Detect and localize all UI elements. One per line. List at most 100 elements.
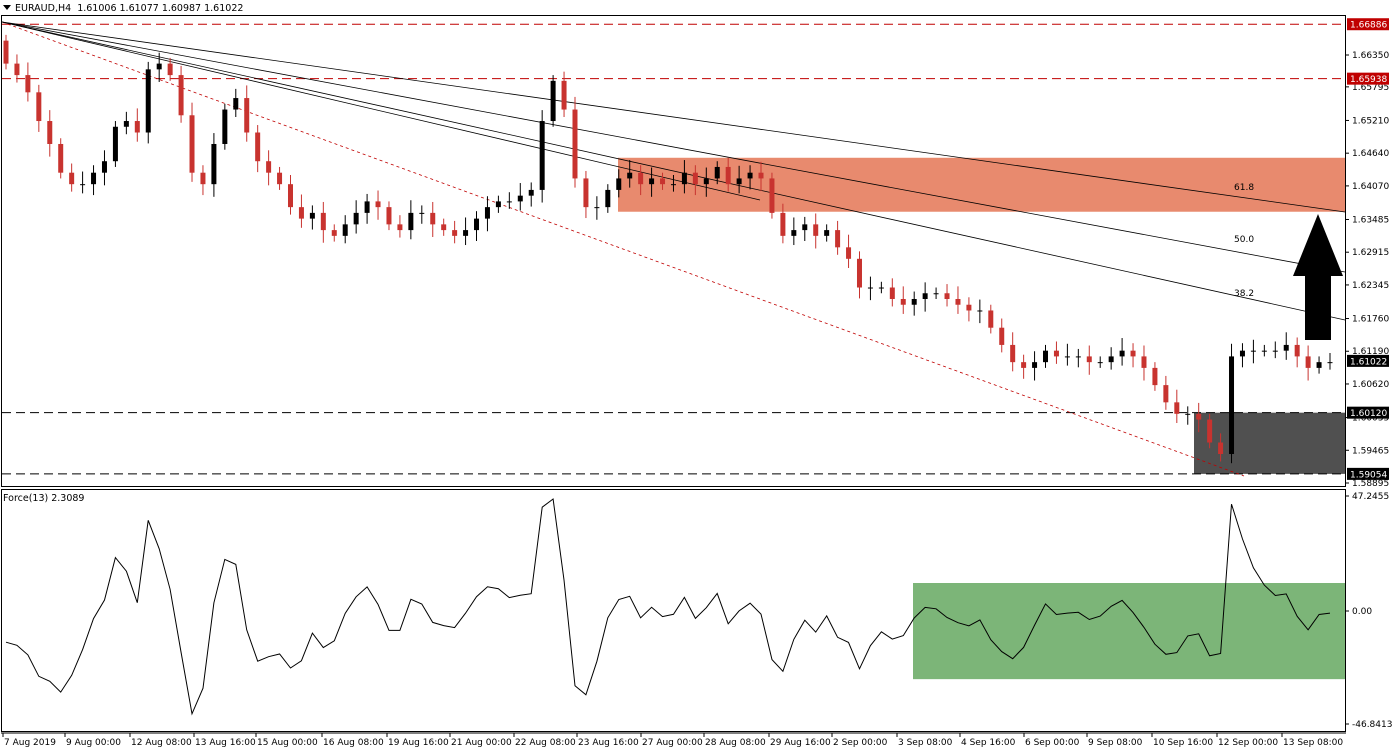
candle-body: [375, 201, 381, 208]
candle-body: [134, 121, 140, 133]
up-arrow-icon: [1293, 214, 1343, 340]
price-label-support-top: 1.60120: [1350, 409, 1387, 419]
candle-body: [791, 230, 797, 236]
candle-body: [298, 207, 304, 219]
candle-body: [397, 224, 403, 231]
candle-body: [14, 63, 20, 76]
price-tick-label: 1.59465: [1352, 446, 1389, 456]
candle-body: [506, 201, 512, 203]
candle-body: [211, 143, 217, 185]
candle-body: [189, 115, 195, 173]
price-tick-label: 1.58895: [1352, 479, 1389, 489]
candle-body: [58, 143, 64, 173]
candle-body: [178, 75, 184, 116]
candle-body: [889, 287, 895, 299]
time-tick-label: 22 Aug 08:00: [515, 738, 576, 748]
symbol-label: EURAUD,H4: [15, 3, 72, 14]
candle-body: [1283, 344, 1289, 351]
candle-body: [638, 172, 644, 185]
candle-body: [200, 172, 206, 185]
time-tick-label: 15 Aug 00:00: [257, 738, 318, 748]
candle-body: [999, 327, 1005, 345]
candle-body: [1207, 419, 1213, 443]
candle-body: [1239, 350, 1245, 357]
price-label-top-level: 1.66886: [1350, 21, 1387, 31]
candle-body: [714, 166, 720, 179]
candle-body: [572, 109, 578, 179]
force-scale-label: 0.00: [1352, 607, 1372, 617]
candle-body: [233, 98, 239, 110]
candle-body: [1196, 413, 1202, 420]
candle-body: [911, 298, 917, 305]
time-tick-label: 16 Aug 08:00: [323, 738, 384, 748]
candle-body: [255, 132, 261, 162]
candle-body: [430, 212, 436, 225]
candle-body: [474, 218, 480, 231]
main-chart-frame: [1, 15, 1346, 487]
candle-body: [1229, 356, 1235, 455]
fan-line-upper: [1, 21, 761, 201]
candle-body: [944, 293, 950, 299]
candle-body: [112, 126, 118, 162]
time-tick-label: 21 Aug 00:00: [451, 738, 512, 748]
candle-body: [1152, 367, 1158, 386]
candle-body: [846, 247, 852, 259]
candle-body: [813, 224, 819, 236]
candle-body: [539, 121, 545, 190]
chart-header: EURAUD,H4 1.61006 1.61077 1.60987 1.6102…: [3, 3, 243, 14]
candle-body: [101, 161, 107, 173]
candle-body: [408, 212, 414, 231]
candle-body: [736, 178, 742, 185]
time-tick-label: 9 Sep 08:00: [1088, 738, 1143, 748]
candle-body: [1075, 356, 1081, 358]
time-tick-label: 23 Aug 16:00: [578, 738, 639, 748]
candle-body: [528, 189, 534, 196]
candle-body: [1032, 362, 1038, 368]
candle-body: [780, 212, 786, 236]
time-tick-label: 19 Aug 16:00: [388, 738, 449, 748]
candle-body: [331, 230, 337, 236]
candle-body: [1097, 362, 1103, 364]
candle-body: [495, 201, 501, 208]
time-tick-label: 4 Sep 16:00: [961, 738, 1016, 748]
candle-body: [1119, 350, 1125, 357]
candle-body: [922, 293, 928, 299]
time-tick-label: 12 Sep 00:00: [1218, 738, 1278, 748]
candle-body: [1250, 350, 1256, 352]
candle-body: [605, 189, 611, 208]
force-scale-label: 47.2455: [1352, 492, 1389, 502]
candle-body: [244, 98, 250, 133]
price-label-box-current: [1347, 354, 1389, 367]
dropdown-triangle-icon[interactable]: [3, 5, 11, 10]
candle-body: [91, 172, 97, 185]
candle-body: [649, 178, 655, 185]
fib-label-50-0: 50.0: [1234, 235, 1254, 245]
candle-body: [145, 69, 151, 133]
price-tick-label: 1.65795: [1352, 83, 1389, 93]
candle-body: [25, 75, 31, 93]
candle-body: [867, 287, 873, 289]
candle-body: [550, 80, 556, 122]
time-tick-label: 29 Aug 16:00: [770, 738, 831, 748]
price-tick-label: 1.64640: [1352, 149, 1389, 159]
price-tick-label: 1.63485: [1352, 215, 1389, 225]
candle-body: [36, 92, 42, 122]
candle-body: [353, 212, 359, 225]
time-tick-label: 13 Sep 08:00: [1283, 738, 1343, 748]
force-scale-label: -46.8413: [1352, 720, 1392, 730]
candle-body: [277, 172, 283, 185]
candle-body: [156, 63, 162, 70]
candle-body: [660, 178, 666, 185]
price-tick-label: 1.64070: [1352, 182, 1389, 192]
candle-body: [1294, 344, 1300, 357]
candle-body: [1272, 350, 1278, 352]
candle-body: [725, 166, 731, 185]
candle-body: [1316, 362, 1322, 368]
candle-body: [309, 212, 315, 219]
candle-body: [3, 40, 9, 64]
price-label-support-bottom: 1.59054: [1350, 470, 1387, 480]
candle-body: [594, 207, 600, 209]
candle-body: [123, 121, 129, 127]
candle-body: [342, 224, 348, 236]
